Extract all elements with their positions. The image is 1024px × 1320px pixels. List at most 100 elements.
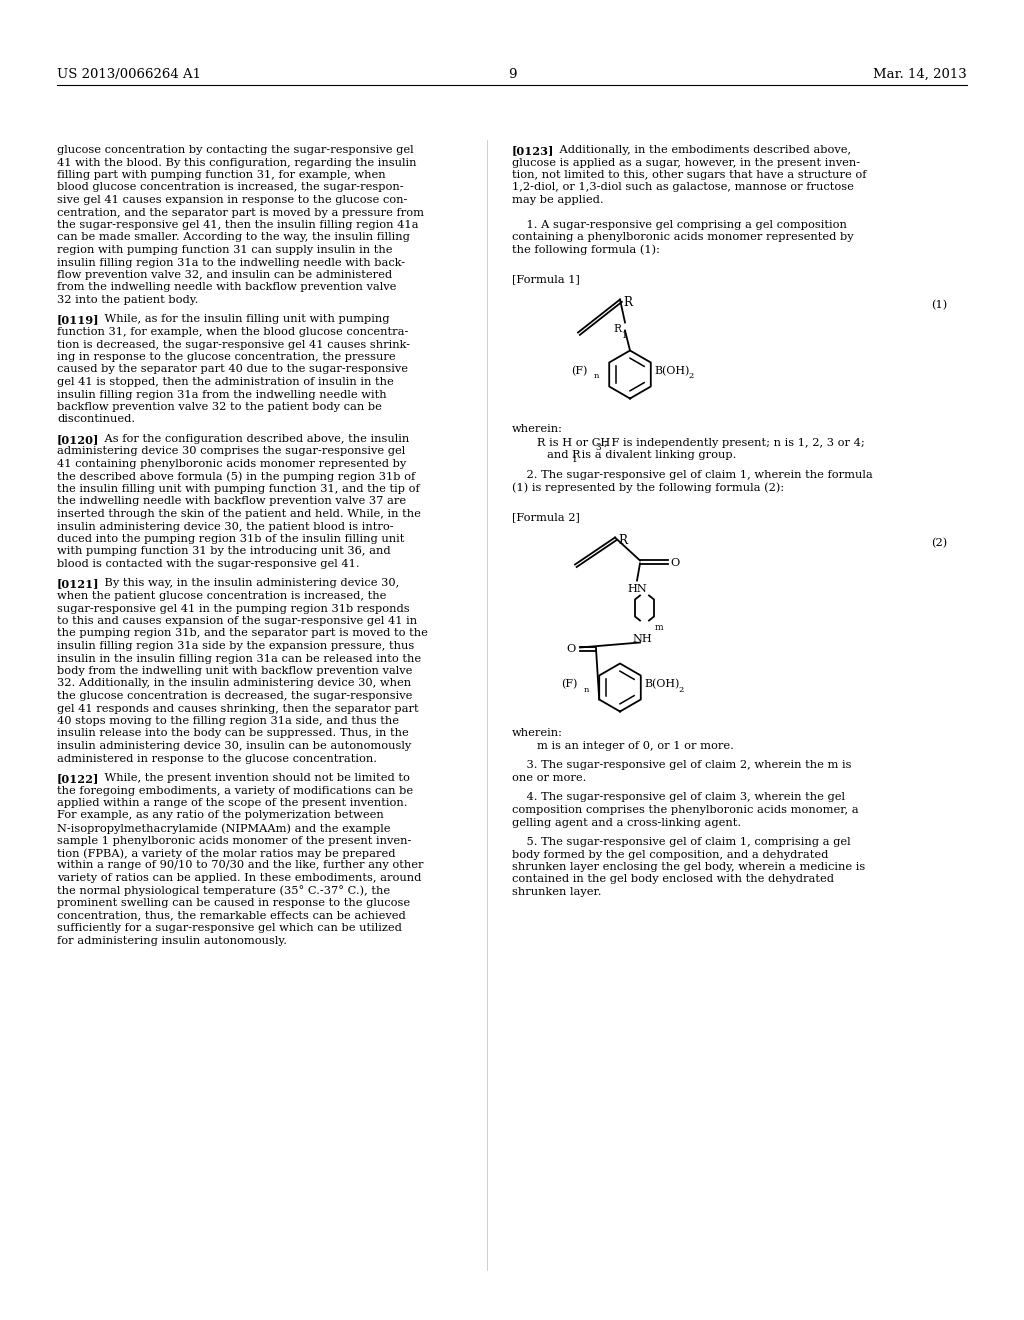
Text: O: O	[566, 644, 575, 655]
Text: n: n	[585, 685, 590, 693]
Text: centration, and the separator part is moved by a pressure from: centration, and the separator part is mo…	[57, 207, 424, 218]
Text: wherein:: wherein:	[512, 727, 563, 738]
Text: prominent swelling can be caused in response to the glucose: prominent swelling can be caused in resp…	[57, 898, 411, 908]
Text: insulin administering device 30, insulin can be autonomously: insulin administering device 30, insulin…	[57, 741, 412, 751]
Text: the following formula (1):: the following formula (1):	[512, 244, 659, 255]
Text: [0119]: [0119]	[57, 314, 99, 326]
Text: [Formula 2]: [Formula 2]	[512, 512, 580, 521]
Text: For example, as any ratio of the polymerization between: For example, as any ratio of the polymer…	[57, 810, 384, 821]
Text: R is H or CH: R is H or CH	[537, 438, 610, 447]
Text: containing a phenylboronic acids monomer represented by: containing a phenylboronic acids monomer…	[512, 232, 854, 242]
Text: (F): (F)	[571, 366, 588, 376]
Text: tion is decreased, the sugar-responsive gel 41 causes shrink-: tion is decreased, the sugar-responsive …	[57, 339, 410, 350]
Text: [0123]: [0123]	[512, 145, 554, 156]
Text: NH: NH	[632, 634, 651, 644]
Text: contained in the gel body enclosed with the dehydrated: contained in the gel body enclosed with …	[512, 874, 834, 884]
Text: insulin in the insulin filling region 31a can be released into the: insulin in the insulin filling region 31…	[57, 653, 421, 664]
Text: Mar. 14, 2013: Mar. 14, 2013	[873, 69, 967, 81]
Text: gel 41 responds and causes shrinking, then the separator part: gel 41 responds and causes shrinking, th…	[57, 704, 419, 714]
Text: the described above formula (5) in the pumping region 31b of: the described above formula (5) in the p…	[57, 471, 416, 482]
Text: [0122]: [0122]	[57, 774, 99, 784]
Text: [0121]: [0121]	[57, 578, 99, 590]
Text: is a divalent linking group.: is a divalent linking group.	[579, 450, 737, 461]
Text: 41 containing phenylboronic acids monomer represented by: 41 containing phenylboronic acids monome…	[57, 459, 407, 469]
Text: (F): (F)	[561, 678, 578, 689]
Text: the normal physiological temperature (35° C.-37° C.), the: the normal physiological temperature (35…	[57, 886, 390, 896]
Text: when the patient glucose concentration is increased, the: when the patient glucose concentration i…	[57, 591, 386, 601]
Text: n: n	[594, 372, 600, 380]
Text: tion, not limited to this, other sugars that have a structure of: tion, not limited to this, other sugars …	[512, 170, 866, 180]
Text: blood is contacted with the sugar-responsive gel 41.: blood is contacted with the sugar-respon…	[57, 558, 359, 569]
Text: Additionally, in the embodiments described above,: Additionally, in the embodiments describ…	[545, 145, 851, 154]
Text: glucose is applied as a sugar, however, in the present inven-: glucose is applied as a sugar, however, …	[512, 157, 860, 168]
Text: region with pumping function 31 can supply insulin in the: region with pumping function 31 can supp…	[57, 246, 392, 255]
Text: discontinued.: discontinued.	[57, 414, 135, 425]
Text: N-isopropylmethacrylamide (NIPMAAm) and the example: N-isopropylmethacrylamide (NIPMAAm) and …	[57, 822, 390, 833]
Text: blood glucose concentration is increased, the sugar-respon-: blood glucose concentration is increased…	[57, 182, 403, 193]
Text: B(OH): B(OH)	[654, 366, 690, 376]
Text: flow prevention valve 32, and insulin can be administered: flow prevention valve 32, and insulin ca…	[57, 271, 392, 280]
Text: sample 1 phenylboronic acids monomer of the present inven-: sample 1 phenylboronic acids monomer of …	[57, 836, 412, 846]
Text: from the indwelling needle with backflow prevention valve: from the indwelling needle with backflow…	[57, 282, 396, 293]
Text: sive gel 41 causes expansion in response to the glucose con-: sive gel 41 causes expansion in response…	[57, 195, 408, 205]
Text: While, as for the insulin filling unit with pumping: While, as for the insulin filling unit w…	[90, 314, 389, 325]
Text: the foregoing embodiments, a variety of modifications can be: the foregoing embodiments, a variety of …	[57, 785, 413, 796]
Text: body from the indwelling unit with backflow prevention valve: body from the indwelling unit with backf…	[57, 667, 413, 676]
Text: gel 41 is stopped, then the administration of insulin in the: gel 41 is stopped, then the administrati…	[57, 378, 394, 387]
Text: sugar-responsive gel 41 in the pumping region 31b responds: sugar-responsive gel 41 in the pumping r…	[57, 603, 410, 614]
Text: R: R	[613, 323, 621, 334]
Text: 32. Additionally, in the insulin administering device 30, when: 32. Additionally, in the insulin adminis…	[57, 678, 411, 689]
Text: [0120]: [0120]	[57, 434, 99, 445]
Text: to this and causes expansion of the sugar-responsive gel 41 in: to this and causes expansion of the suga…	[57, 616, 417, 626]
Text: with pumping function 31 by the introducing unit 36, and: with pumping function 31 by the introduc…	[57, 546, 390, 557]
Text: ; F is independently present; n is 1, 2, 3 or 4;: ; F is independently present; n is 1, 2,…	[604, 438, 864, 447]
Text: insulin filling region 31a to the indwelling needle with back-: insulin filling region 31a to the indwel…	[57, 257, 406, 268]
Text: the pumping region 31b, and the separator part is moved to the: the pumping region 31b, and the separato…	[57, 628, 428, 639]
Text: B(OH): B(OH)	[645, 678, 680, 689]
Text: 1: 1	[622, 330, 628, 339]
Text: function 31, for example, when the blood glucose concentra-: function 31, for example, when the blood…	[57, 327, 409, 337]
Text: variety of ratios can be applied. In these embodiments, around: variety of ratios can be applied. In the…	[57, 873, 421, 883]
Text: 1: 1	[571, 455, 578, 465]
Text: m is an integer of 0, or 1 or more.: m is an integer of 0, or 1 or more.	[537, 741, 734, 751]
Text: R: R	[623, 297, 632, 309]
Text: (1): (1)	[931, 300, 947, 310]
Text: sufficiently for a sugar-responsive gel which can be utilized: sufficiently for a sugar-responsive gel …	[57, 923, 401, 933]
Text: caused by the separator part 40 due to the sugar-responsive: caused by the separator part 40 due to t…	[57, 364, 408, 375]
Text: 32 into the patient body.: 32 into the patient body.	[57, 294, 199, 305]
Text: gelling agent and a cross-linking agent.: gelling agent and a cross-linking agent.	[512, 817, 741, 828]
Text: 3: 3	[596, 444, 601, 451]
Text: the glucose concentration is decreased, the sugar-responsive: the glucose concentration is decreased, …	[57, 690, 413, 701]
Text: insulin filling region 31a from the indwelling needle with: insulin filling region 31a from the indw…	[57, 389, 387, 400]
Text: insulin release into the body can be suppressed. Thus, in the: insulin release into the body can be sup…	[57, 729, 409, 738]
Text: 4. The sugar-responsive gel of claim 3, wherein the gel: 4. The sugar-responsive gel of claim 3, …	[512, 792, 845, 803]
Text: 1,2-diol, or 1,3-diol such as galactose, mannose or fructose: 1,2-diol, or 1,3-diol such as galactose,…	[512, 182, 854, 193]
Text: body formed by the gel composition, and a dehydrated: body formed by the gel composition, and …	[512, 850, 828, 859]
Text: While, the present invention should not be limited to: While, the present invention should not …	[90, 774, 410, 783]
Text: 1. A sugar-responsive gel comprising a gel composition: 1. A sugar-responsive gel comprising a g…	[512, 219, 847, 230]
Text: m: m	[655, 623, 664, 631]
Text: 9: 9	[508, 69, 516, 81]
Text: administered in response to the glucose concentration.: administered in response to the glucose …	[57, 754, 377, 763]
Text: administering device 30 comprises the sugar-responsive gel: administering device 30 comprises the su…	[57, 446, 406, 457]
Text: inserted through the skin of the patient and held. While, in the: inserted through the skin of the patient…	[57, 510, 421, 519]
Text: 2: 2	[679, 685, 684, 693]
Text: tion (FPBA), a variety of the molar ratios may be prepared: tion (FPBA), a variety of the molar rati…	[57, 847, 395, 858]
Text: By this way, in the insulin administering device 30,: By this way, in the insulin administerin…	[90, 578, 399, 589]
Text: applied within a range of the scope of the present invention.: applied within a range of the scope of t…	[57, 799, 408, 808]
Text: one or more.: one or more.	[512, 774, 587, 783]
Text: HN: HN	[627, 583, 647, 594]
Text: composition comprises the phenylboronic acids monomer, a: composition comprises the phenylboronic …	[512, 805, 859, 814]
Text: 41 with the blood. By this configuration, regarding the insulin: 41 with the blood. By this configuration…	[57, 157, 417, 168]
Text: shrunken layer.: shrunken layer.	[512, 887, 601, 898]
Text: R: R	[618, 535, 627, 548]
Text: can be made smaller. According to the way, the insulin filling: can be made smaller. According to the wa…	[57, 232, 410, 243]
Text: within a range of 90/10 to 70/30 and the like, further any other: within a range of 90/10 to 70/30 and the…	[57, 861, 424, 870]
Text: [Formula 1]: [Formula 1]	[512, 275, 580, 284]
Text: the indwelling needle with backflow prevention valve 37 are: the indwelling needle with backflow prev…	[57, 496, 407, 507]
Text: the sugar-responsive gel 41, then the insulin filling region 41a: the sugar-responsive gel 41, then the in…	[57, 220, 419, 230]
Text: 3. The sugar-responsive gel of claim 2, wherein the m is: 3. The sugar-responsive gel of claim 2, …	[512, 760, 852, 771]
Text: glucose concentration by contacting the sugar-responsive gel: glucose concentration by contacting the …	[57, 145, 414, 154]
Text: and R: and R	[547, 450, 581, 461]
Text: As for the configuration described above, the insulin: As for the configuration described above…	[90, 434, 410, 444]
